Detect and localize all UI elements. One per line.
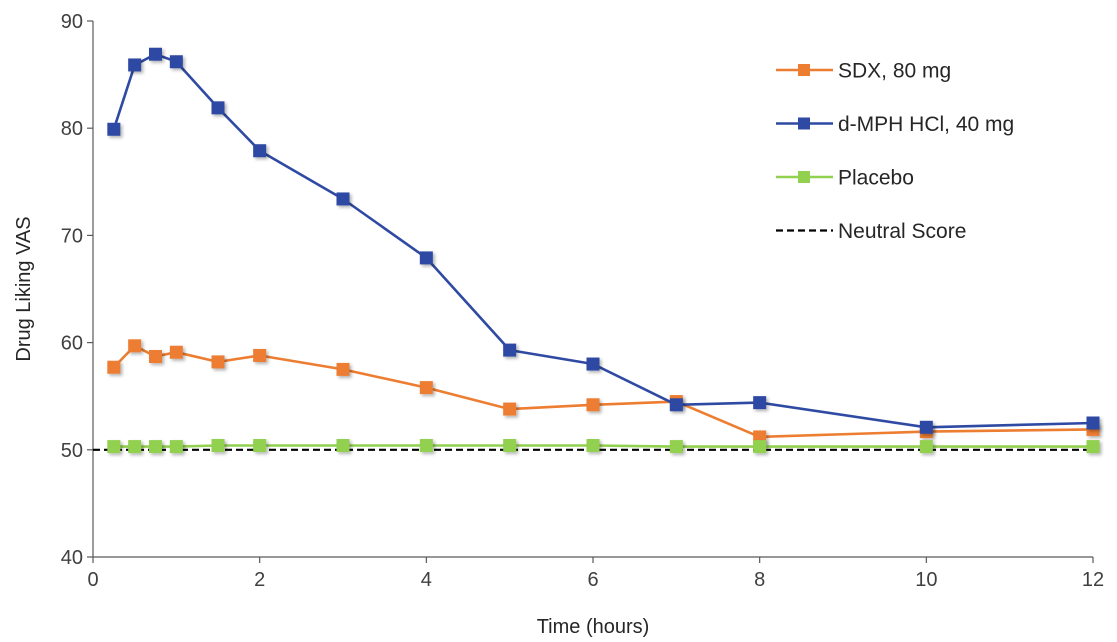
data-point-marker [107, 122, 121, 136]
y-tick-label: 60 [61, 333, 83, 355]
x-tick-label: 12 [1082, 569, 1104, 591]
legend-item: d-MPH HCl, 40 mg [776, 113, 1014, 136]
series-group [93, 47, 1100, 454]
data-point-marker [107, 360, 121, 374]
data-point-marker [919, 420, 933, 434]
x-axis-title: Time (hours) [537, 616, 650, 638]
y-tick-label: 90 [61, 11, 83, 33]
axes [87, 20, 1094, 563]
data-point-marker [419, 381, 433, 395]
data-point-marker [253, 439, 267, 453]
data-point-marker [253, 144, 267, 158]
data-point-marker [753, 396, 767, 410]
data-point-marker [336, 362, 350, 376]
data-point-marker [253, 348, 267, 362]
y-axis-title: Drug Liking VAS [13, 216, 35, 361]
data-point-marker [149, 350, 162, 364]
data-point-marker [919, 440, 933, 454]
data-point-marker [503, 343, 517, 357]
data-point-marker [169, 55, 183, 69]
data-point-marker [503, 439, 517, 453]
legend-swatch-marker [798, 117, 810, 130]
legend-label: Neutral Score [838, 220, 966, 243]
tick-labels: 40 50 60 70 80 90 0 2 4 6 8 10 12 [61, 11, 1104, 591]
legend-swatch-marker [798, 64, 810, 76]
y-tick-label: 80 [61, 118, 83, 140]
data-point-marker [211, 355, 225, 369]
data-point-marker [586, 357, 600, 371]
legend: SDX, 80 mg d-MPH HCl, 40 mg Placebo Neutral… [776, 60, 1014, 243]
data-point-marker [211, 439, 225, 453]
data-point-marker [128, 440, 142, 454]
x-tick-label: 2 [254, 569, 265, 591]
legend-item: Placebo [776, 167, 914, 190]
series-d-mph-hcl-40-mg [107, 47, 1100, 434]
y-tick-label: 40 [61, 547, 83, 569]
legend-item: SDX, 80 mg [776, 60, 951, 83]
legend-swatch-marker [798, 171, 810, 183]
data-point-marker [503, 402, 517, 416]
data-point-marker [211, 101, 225, 115]
data-point-marker [107, 440, 121, 454]
data-point-marker [169, 440, 183, 454]
legend-label: d-MPH HCl, 40 mg [838, 113, 1014, 136]
x-tick-label: 6 [587, 569, 598, 591]
data-point-marker [169, 345, 183, 359]
data-point-marker [1086, 440, 1100, 454]
legend-label: Placebo [838, 167, 914, 190]
y-tick-label: 50 [61, 440, 83, 462]
data-point-marker [336, 439, 350, 453]
data-point-marker [586, 439, 600, 453]
x-tick-label: 0 [87, 569, 98, 591]
data-point-marker [149, 47, 162, 61]
data-point-marker [753, 440, 767, 454]
series-placebo [107, 439, 1100, 454]
data-point-marker [336, 192, 350, 206]
data-point-marker [669, 398, 683, 412]
data-point-marker [586, 398, 600, 412]
data-point-marker [128, 58, 142, 72]
legend-item: Neutral Score [776, 220, 966, 243]
data-point-marker [419, 251, 433, 265]
data-point-marker [419, 439, 433, 453]
data-point-marker [128, 339, 142, 353]
data-point-marker [669, 440, 683, 454]
x-tick-label: 10 [915, 569, 937, 591]
y-tick-label: 70 [61, 225, 83, 247]
x-tick-label: 4 [421, 569, 432, 591]
data-point-marker [1086, 416, 1100, 430]
x-tick-label: 8 [754, 569, 765, 591]
legend-label: SDX, 80 mg [838, 60, 951, 83]
data-point-marker [149, 440, 162, 454]
